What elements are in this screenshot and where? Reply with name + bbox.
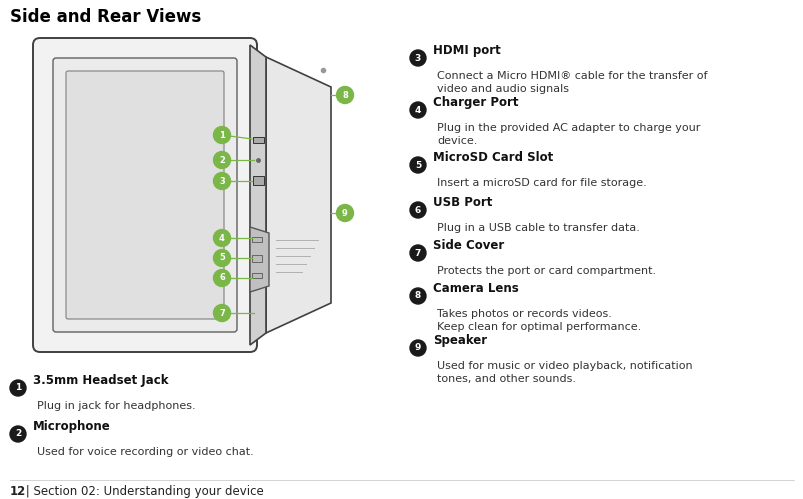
FancyBboxPatch shape (33, 38, 257, 352)
Text: Plug in jack for headphones.: Plug in jack for headphones. (37, 401, 195, 411)
Text: 7: 7 (219, 308, 225, 317)
Text: MicroSD Card Slot: MicroSD Card Slot (433, 151, 552, 164)
Circle shape (214, 152, 230, 169)
Circle shape (410, 288, 426, 304)
Text: 6: 6 (218, 273, 225, 282)
Text: 7: 7 (414, 249, 421, 257)
Circle shape (214, 250, 230, 266)
Polygon shape (250, 227, 269, 292)
Text: Side and Rear Views: Side and Rear Views (10, 8, 201, 26)
Text: Connect a Micro HDMI® cable for the transfer of: Connect a Micro HDMI® cable for the tran… (437, 71, 707, 81)
Circle shape (10, 426, 26, 442)
Text: 8: 8 (342, 90, 348, 99)
Text: HDMI port: HDMI port (433, 44, 500, 57)
Text: Camera Lens: Camera Lens (433, 282, 518, 295)
Polygon shape (250, 45, 266, 345)
Circle shape (214, 269, 230, 286)
Text: Used for voice recording or video chat.: Used for voice recording or video chat. (37, 447, 254, 457)
Circle shape (214, 304, 230, 321)
Bar (251, 255, 262, 262)
Circle shape (410, 245, 426, 261)
Bar (251, 237, 262, 242)
Text: 4: 4 (218, 234, 225, 243)
Text: Side Cover: Side Cover (433, 239, 503, 252)
Text: Charger Port: Charger Port (433, 96, 518, 109)
Text: 4: 4 (414, 105, 421, 114)
Text: 9: 9 (414, 343, 421, 352)
Text: 9: 9 (342, 209, 348, 218)
Text: Microphone: Microphone (33, 420, 111, 433)
Circle shape (410, 202, 426, 218)
Polygon shape (266, 57, 331, 333)
FancyBboxPatch shape (66, 71, 224, 319)
Text: 2: 2 (15, 430, 21, 439)
Text: 1: 1 (218, 131, 225, 140)
Circle shape (214, 127, 230, 144)
Text: Used for music or video playback, notification: Used for music or video playback, notifi… (437, 361, 691, 371)
Circle shape (214, 230, 230, 247)
Text: Protects the port or card compartment.: Protects the port or card compartment. (437, 266, 655, 276)
Circle shape (410, 50, 426, 66)
Text: Insert a microSD card for file storage.: Insert a microSD card for file storage. (437, 178, 646, 188)
Text: tones, and other sounds.: tones, and other sounds. (437, 374, 575, 384)
Text: Keep clean for optimal performance.: Keep clean for optimal performance. (437, 322, 641, 332)
Circle shape (336, 205, 353, 222)
Circle shape (410, 102, 426, 118)
Text: 1: 1 (15, 384, 21, 393)
Text: 6: 6 (414, 206, 421, 215)
Text: Plug in a USB cable to transfer data.: Plug in a USB cable to transfer data. (437, 223, 639, 233)
Text: 5: 5 (218, 253, 225, 262)
Text: | Section 02: Understanding your device: | Section 02: Understanding your device (22, 485, 263, 498)
Text: USB Port: USB Port (433, 196, 491, 209)
Text: Plug in the provided AC adapter to charge your: Plug in the provided AC adapter to charg… (437, 123, 699, 133)
Text: Speaker: Speaker (433, 334, 487, 347)
Text: 8: 8 (414, 291, 421, 300)
Circle shape (10, 380, 26, 396)
Text: device.: device. (437, 136, 477, 146)
Text: Takes photos or records videos.: Takes photos or records videos. (437, 309, 611, 319)
Bar (253, 137, 263, 143)
Text: 5: 5 (414, 161, 421, 170)
Bar (251, 273, 262, 278)
FancyBboxPatch shape (53, 58, 237, 332)
Text: 3.5mm Headset Jack: 3.5mm Headset Jack (33, 374, 169, 387)
Text: 3: 3 (414, 53, 421, 62)
Circle shape (336, 86, 353, 103)
Text: 12: 12 (10, 485, 26, 498)
Circle shape (410, 340, 426, 356)
Text: 2: 2 (218, 156, 225, 165)
Bar (253, 176, 263, 185)
Text: video and audio signals: video and audio signals (437, 84, 569, 94)
Circle shape (410, 157, 426, 173)
Circle shape (214, 173, 230, 190)
Text: 3: 3 (219, 177, 225, 186)
